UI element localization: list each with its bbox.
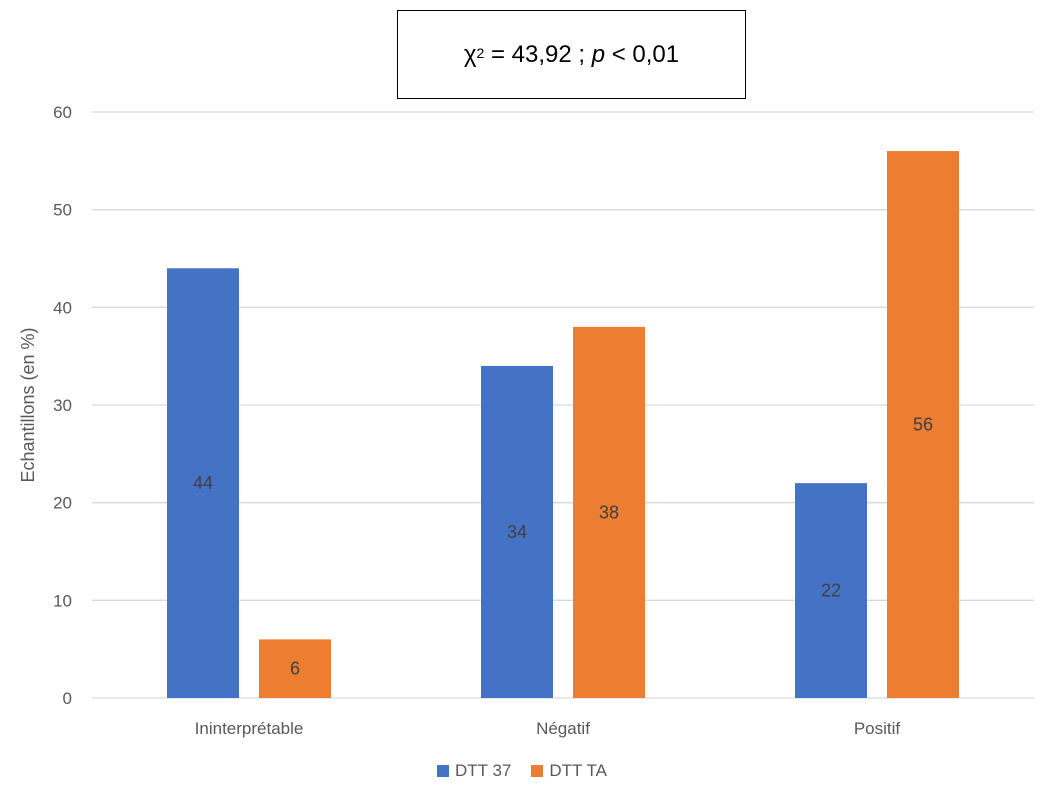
legend-swatch-dtt-ta: [531, 765, 544, 777]
y-tick-label: 0: [63, 689, 72, 708]
bar-dtt-37-1: [481, 365, 553, 698]
y-axis-label: Echantillons (en %): [18, 327, 38, 482]
x-tick-label: Ininterprétable: [195, 719, 304, 738]
bar-dtt-37-2: [795, 483, 867, 698]
data-label: 38: [599, 502, 619, 522]
y-tick-label: 40: [53, 298, 72, 317]
y-axis-ticks: 0 10 20 30 40 50 60: [53, 103, 72, 708]
bar-dtt-ta-0: [259, 639, 331, 698]
bars: [167, 151, 959, 699]
legend-item-dtt-ta: DTT TA: [531, 761, 607, 781]
bar-dtt-37-0: [167, 268, 239, 698]
chi-value: = 43,92 ;: [484, 40, 592, 68]
y-tick-label: 30: [53, 396, 72, 415]
bar-dtt-ta-2: [887, 151, 959, 699]
gridlines: [92, 111, 1034, 699]
data-label: 44: [193, 473, 213, 493]
chi-symbol: χ: [463, 40, 477, 68]
legend: DTT 37 DTT TA: [0, 761, 1044, 781]
x-tick-label: Négatif: [536, 719, 590, 738]
data-labels: 44 6 34 38 22 56: [193, 415, 933, 679]
x-tick-label: Positif: [854, 719, 901, 738]
y-tick-label: 50: [53, 201, 72, 220]
legend-label-dtt-37: DTT 37: [455, 761, 512, 780]
data-label: 6: [290, 659, 300, 679]
legend-swatch-dtt-37: [437, 765, 449, 777]
bar-dtt-ta-1: [573, 326, 645, 698]
x-axis-ticks: Ininterprétable Négatif Positif: [195, 719, 901, 738]
y-tick-label: 20: [53, 494, 72, 513]
data-label: 56: [913, 415, 933, 435]
data-label: 22: [821, 581, 841, 601]
y-tick-label: 10: [53, 591, 72, 610]
legend-label-dtt-ta: DTT TA: [549, 761, 607, 780]
p-symbol: p: [591, 40, 606, 68]
legend-item-dtt-37: DTT 37: [437, 761, 511, 781]
y-tick-label: 60: [53, 103, 72, 122]
p-value: < 0,01: [605, 40, 680, 68]
data-label: 34: [507, 522, 527, 542]
